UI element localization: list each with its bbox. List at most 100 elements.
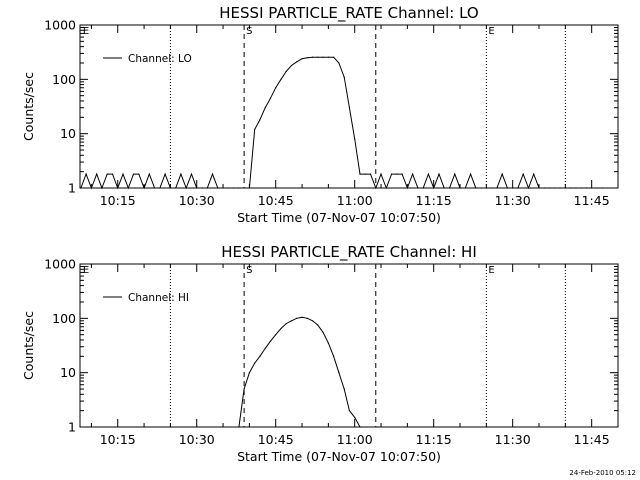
- data-point: [417, 187, 419, 189]
- data-point: [217, 187, 219, 189]
- data-point: [464, 187, 466, 189]
- chart-panel-hi: HESSI PARTICLE_RATE Channel: HI 1 10 100 100…: [21, 243, 619, 464]
- data-point: [138, 173, 140, 175]
- data-point: [601, 187, 603, 189]
- data-point: [401, 173, 403, 175]
- data-point: [333, 56, 335, 58]
- data-point: [422, 187, 424, 189]
- data-point: [359, 426, 361, 428]
- data-point: [348, 107, 351, 109]
- chart-panel-lo: HESSI PARTICLE_RATE Channel: LO 1 10 100 100…: [21, 4, 619, 225]
- data-point: [175, 187, 177, 189]
- data-point: [306, 57, 308, 59]
- data-point: [85, 173, 87, 175]
- chart-title: HESSI PARTICLE_RATE Channel: HI: [221, 243, 477, 262]
- data-point: [154, 187, 156, 189]
- data-point: [348, 410, 351, 412]
- data-point: [559, 187, 561, 189]
- data-point: [132, 173, 135, 175]
- event-marker-e: E: [83, 26, 89, 37]
- data-point: [512, 187, 514, 189]
- data-point: [570, 187, 572, 189]
- data-point: [433, 187, 435, 189]
- data-point: [333, 355, 335, 357]
- data-point: [359, 173, 361, 175]
- data-point: [412, 173, 414, 175]
- data-point: [117, 187, 119, 189]
- data-point: [211, 173, 214, 175]
- y-tick-label: 10: [60, 365, 76, 380]
- y-tick-label: 100: [52, 311, 76, 326]
- event-marker-e: E: [488, 26, 494, 37]
- x-tick-label: 10:15: [100, 193, 136, 208]
- data-point: [243, 187, 245, 189]
- data-point: [206, 187, 208, 189]
- data-point: [480, 187, 482, 189]
- y-tick-label: 10: [60, 126, 76, 141]
- y-tick-label: 1000: [44, 18, 76, 33]
- data-point: [527, 187, 530, 189]
- data-point: [385, 187, 387, 189]
- y-tick-label: 1: [68, 420, 76, 435]
- data-point: [238, 187, 240, 189]
- data-point: [127, 187, 129, 189]
- footer-timestamp: 24-Feb-2010 05:12: [569, 469, 636, 477]
- data-point: [180, 173, 182, 175]
- data-point: [122, 173, 124, 175]
- y-tick-label: 1000: [44, 257, 76, 272]
- data-point: [280, 327, 282, 330]
- data-point: [275, 334, 277, 336]
- data-point: [591, 187, 593, 189]
- data-point: [159, 187, 161, 189]
- data-point: [375, 187, 377, 189]
- data-point: [406, 187, 408, 189]
- y-tick-label: 100: [52, 72, 76, 87]
- data-point: [343, 388, 345, 390]
- data-point: [427, 173, 430, 175]
- data-point: [296, 61, 298, 63]
- series-line-0: [238, 316, 361, 428]
- x-axis-label: Start Time (07-Nov-07 10:07:50): [237, 449, 441, 464]
- data-point: [259, 119, 261, 121]
- x-tick-label: 11:30: [495, 193, 531, 208]
- data-point: [248, 372, 250, 374]
- data-point: [585, 187, 588, 189]
- data-point: [369, 173, 372, 175]
- x-tick-label: 10:45: [258, 432, 294, 447]
- y-axis-label: Counts/sec: [21, 72, 36, 141]
- data-point: [533, 173, 535, 175]
- data-point: [338, 62, 340, 64]
- data-point: [554, 187, 556, 189]
- data-point: [301, 316, 303, 318]
- data-point: [169, 187, 171, 189]
- data-point: [575, 187, 577, 189]
- y-axis-label: Counts/sec: [21, 311, 36, 380]
- x-tick-label: 10:45: [258, 193, 294, 208]
- event-marker-s: S: [246, 26, 252, 37]
- data-point: [222, 187, 224, 189]
- data-point: [396, 173, 398, 175]
- data-point: [243, 388, 245, 390]
- data-point: [238, 426, 240, 428]
- data-point: [311, 320, 314, 322]
- data-point: [196, 187, 198, 189]
- data-point: [322, 331, 324, 334]
- event-marker-s: S: [246, 265, 252, 276]
- plot-frame: [79, 24, 619, 189]
- chart-title: HESSI PARTICLE_RATE Channel: LO: [219, 4, 478, 23]
- data-point: [285, 322, 287, 325]
- data-point: [491, 187, 493, 189]
- data-point: [259, 355, 261, 357]
- data-point: [248, 187, 250, 189]
- data-point: [364, 173, 366, 175]
- data-point: [538, 187, 540, 189]
- x-tick-label: 11:45: [574, 193, 610, 208]
- data-point: [80, 187, 82, 189]
- data-point: [580, 187, 582, 189]
- data-point: [232, 187, 235, 189]
- data-point: [164, 173, 166, 175]
- data-point: [380, 173, 382, 175]
- x-tick-label: 11:00: [337, 432, 373, 447]
- x-axis-label: Start Time (07-Nov-07 10:07:50): [237, 210, 441, 225]
